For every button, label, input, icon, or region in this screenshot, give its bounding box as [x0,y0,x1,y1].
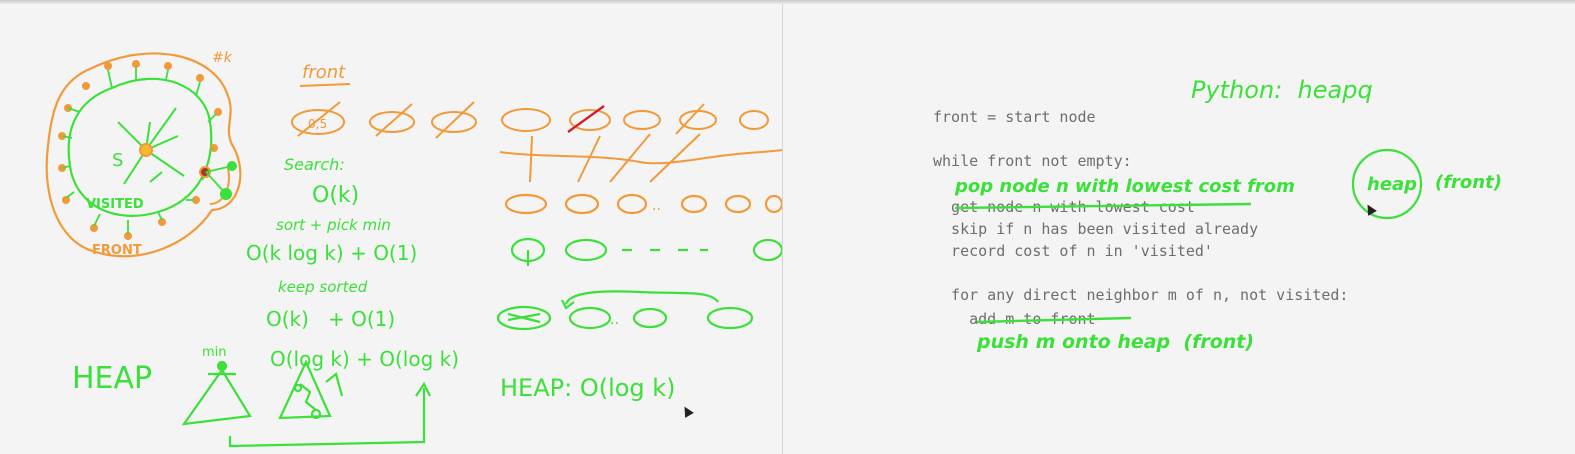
k-label: #k [212,50,233,66]
list-row-3 [510,237,784,266]
sort-complexity: O(k log k) + O(1) [246,241,417,265]
search-complexity: O(k) [312,183,359,208]
heap-trees [181,359,431,448]
front-paren: (front) [1435,172,1502,193]
pop-annotation: pop node n with lowest cost from [954,176,1295,197]
ellipsis-row-2: .. [652,198,661,214]
front-nodes [58,60,222,240]
front-title-underline [299,83,351,87]
list-row-1 [291,101,769,139]
keep-sorted-label: keep sorted [278,278,368,296]
front-label-diagram: FRONT [92,243,142,258]
min-label: min [202,345,227,360]
left-whiteboard-panel: #k S VISITED FRONT front 0,5 [0,4,784,454]
list-row-2 [504,193,784,215]
boundary-spokes [61,68,217,234]
heap-complexity: HEAP: O(log k) [500,374,676,402]
strike-get-node [954,202,1252,210]
right-code-panel: front = start node while front not empty… [783,4,1575,454]
heap-ops-complexity: O(log k) + O(log k) [270,347,459,371]
left-drawing: #k S VISITED FRONT front 0,5 [45,50,784,448]
heap-label: HEAP [72,361,152,396]
list-row-4 [496,290,754,331]
sort-connector [499,133,783,183]
code-line-7: add m to front [933,310,1096,328]
panel-divider [782,4,783,454]
ellipsis-row-4: .. [610,312,619,328]
s-label: S [112,150,123,171]
heap-word: heap [1367,174,1417,195]
strike-add-m [976,316,1132,324]
python-title: Python: heapq [1191,76,1373,104]
start-node [139,143,153,157]
heap-circle [1351,148,1423,220]
code-line-5: record cost of n in 'visited' [933,242,1213,260]
search-label: Search: [284,155,345,174]
zero-s-label: 0,5 [308,117,327,131]
front-title: front [302,62,346,83]
top-bar [0,0,1575,4]
front-boundary [45,52,242,258]
neighbor-edges [205,165,233,195]
code-line-4: skip if n has been visited already [933,220,1259,238]
right-drawing: Python: heapq pop node n with lowest cos… [954,76,1502,353]
sort-label: sort + pick min [276,216,391,234]
visited-label: VISITED [86,197,144,212]
keep-sorted-complexity: O(k) + O(1) [266,307,395,331]
red-strike [567,105,605,133]
code-line-2: while front not empty: [933,152,1132,170]
code-line-6: for any direct neighbor m of n, not visi… [933,286,1349,304]
push-annotation: push m onto heap (front) [976,331,1254,353]
code-line-1: front = start node [933,108,1096,126]
